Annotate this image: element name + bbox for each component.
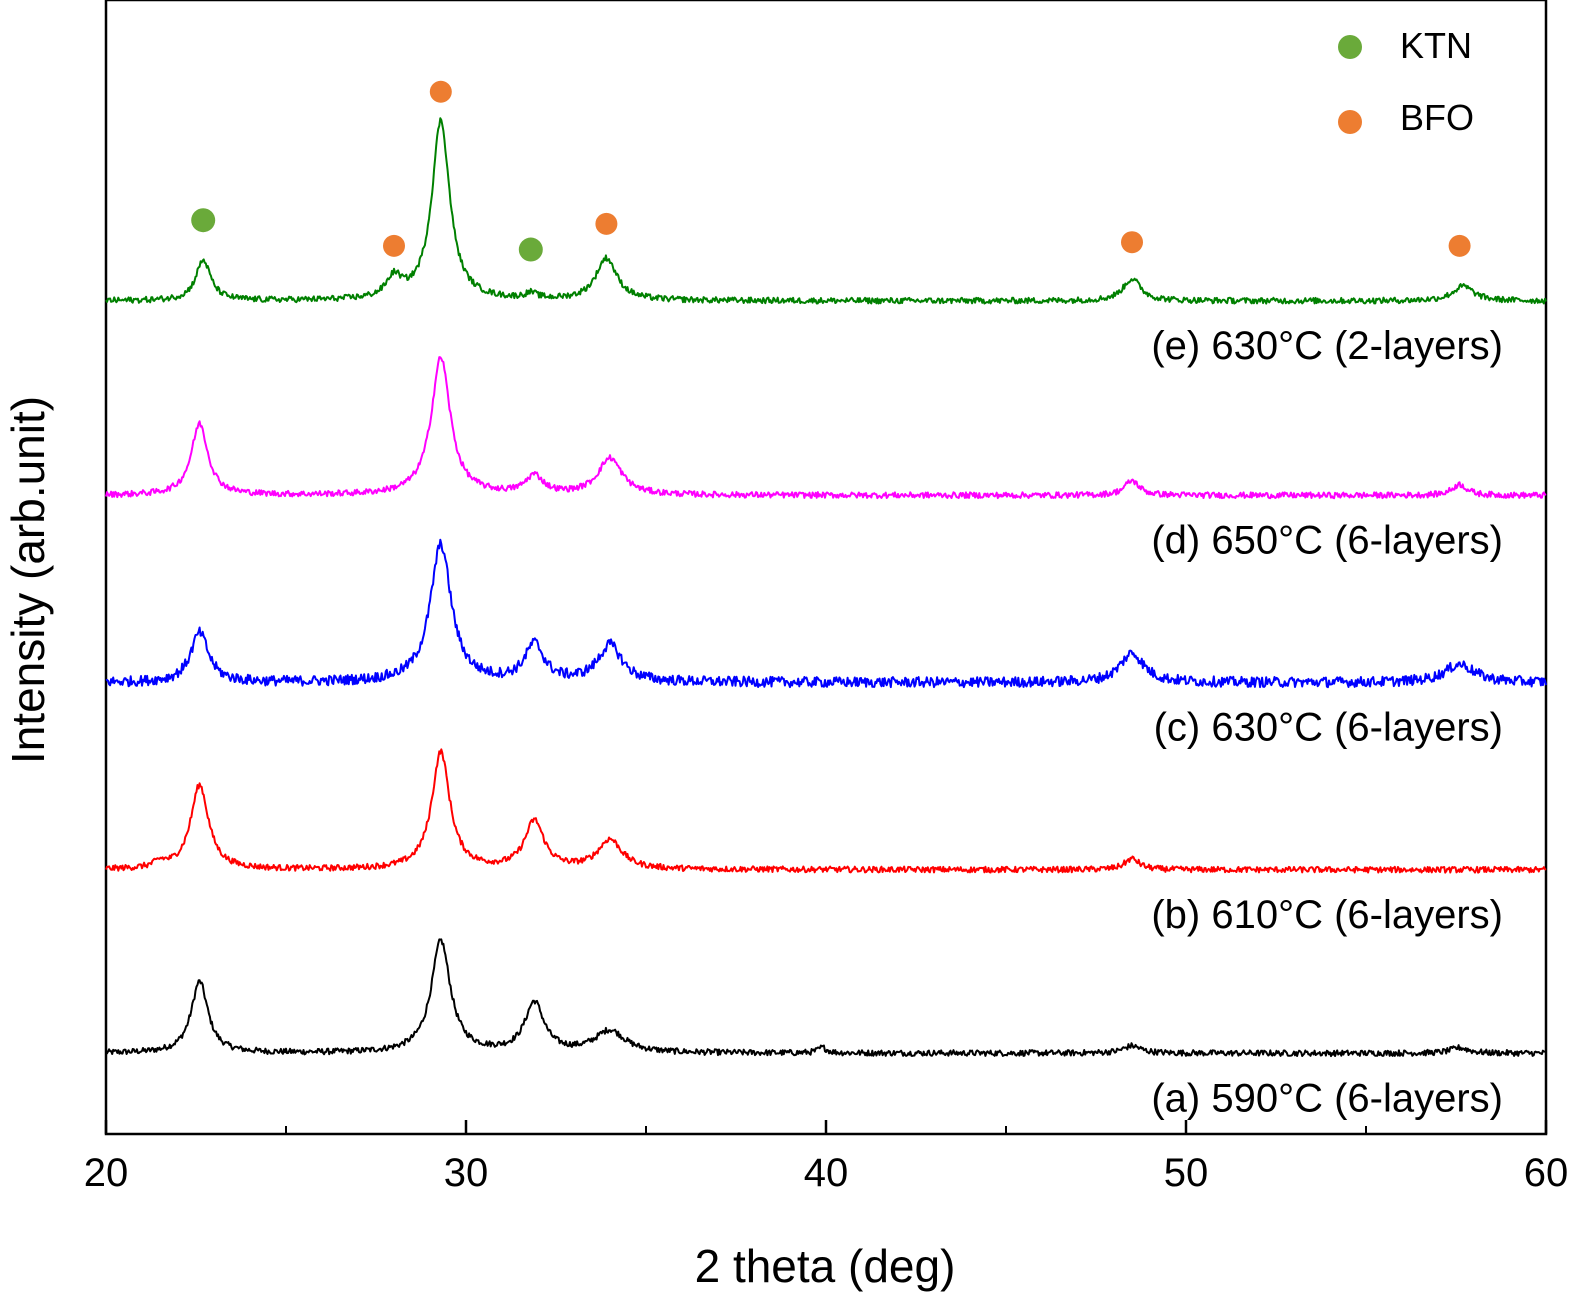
x-tick-label-50: 50 [1164,1151,1209,1195]
phase-marker-bfo-6 [1448,234,1471,257]
x-axis-ticks [104,1120,1548,1134]
phase-marker-bfo-4 [595,212,618,235]
x-tick-label-60: 60 [1524,1151,1569,1195]
series-label-d-650-c-6-layers: (d) 650°C (6-layers) [1151,518,1503,562]
series-label-c-630-c-6-layers: (c) 630°C (6-layers) [1154,706,1503,750]
phase-marker-bfo-5 [1121,231,1143,254]
x-tick-label-20: 20 [84,1151,129,1195]
x-axis-title: 2 theta (deg) [695,1240,956,1292]
phase-markers [191,80,1471,262]
phase-marker-ktn-0 [191,208,216,233]
x-axis-tick-labels: 20 30 40 50 60 [84,1151,1569,1195]
series-group [105,117,1547,1058]
series-label-e-630-c-2-layers: (e) 630°C (2-layers) [1151,324,1503,368]
plot-frame [104,0,1548,1136]
series-line-d-650-c-6-layers [105,356,1547,500]
y-axis-title: Intensity (arb.unit) [2,396,54,764]
legend-label-bfo: BFO [1400,97,1474,138]
series-label-b-610-c-6-layers: (b) 610°C (6-layers) [1151,893,1503,937]
phase-marker-bfo-1 [383,234,405,257]
series-line-b-610-c-6-layers [105,748,1547,874]
series-label-a-590-c-6-layers: (a) 590°C (6-layers) [1151,1076,1503,1120]
series-line-e-630-c-2-layers [105,117,1547,305]
legend-marker-ktn [1338,35,1362,59]
legend: KTN BFO [1338,25,1474,138]
legend-label-ktn: KTN [1400,25,1472,66]
legend-marker-bfo [1338,110,1362,134]
x-tick-label-40: 40 [804,1151,849,1195]
phase-marker-ktn-3 [518,237,543,262]
series-labels: (a) 590°C (6-layers) (b) 610°C (6-layers)… [1151,324,1503,1120]
series-line-a-590-c-6-layers [105,938,1547,1058]
series-line-c-630-c-6-layers [105,538,1547,689]
phase-marker-bfo-2 [429,80,452,103]
x-tick-label-30: 30 [444,1151,489,1195]
